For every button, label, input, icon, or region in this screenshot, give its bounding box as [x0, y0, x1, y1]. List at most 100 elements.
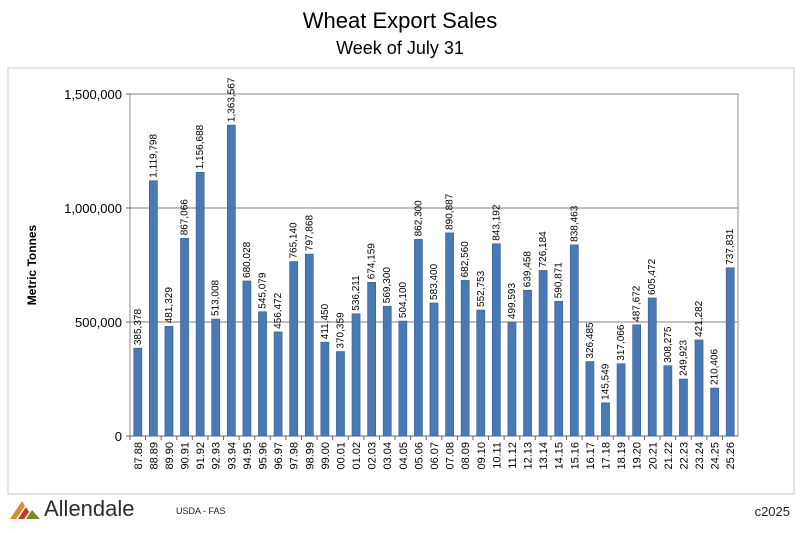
data-label: 385,378 — [133, 309, 144, 346]
x-tick-label: 89.90 — [164, 442, 176, 470]
x-tick-label: 99.00 — [320, 442, 332, 470]
data-label: 1,119,798 — [148, 134, 159, 178]
x-tick-label: 19.20 — [632, 442, 644, 470]
data-label: 456,472 — [273, 292, 284, 329]
x-tick-label: 14.15 — [554, 442, 566, 470]
logo-text: Allendale — [44, 496, 135, 521]
y-tick-label: 1,500,000 — [64, 87, 122, 102]
data-label: 481,329 — [164, 287, 175, 324]
chart-panel — [7, 67, 795, 495]
bar — [632, 324, 642, 437]
x-tick-label: 88.89 — [148, 442, 160, 470]
bar — [663, 365, 673, 437]
x-tick-label: 98.99 — [304, 442, 316, 470]
bar — [211, 318, 221, 437]
data-label: 569,300 — [382, 267, 393, 304]
data-label: 210,406 — [710, 348, 721, 385]
bar — [476, 309, 486, 437]
bar — [679, 378, 688, 437]
data-label: 862,300 — [413, 200, 424, 237]
x-tick-label: 10.11 — [491, 442, 503, 469]
data-label: 317,066 — [616, 324, 627, 361]
data-label: 890,887 — [445, 193, 456, 230]
bar — [180, 238, 189, 437]
x-tick-label: 87.88 — [133, 442, 145, 470]
data-label: 308,275 — [663, 326, 674, 363]
x-tick-label: 22.23 — [678, 442, 690, 470]
bar — [149, 180, 158, 437]
x-tick-label: 05.06 — [413, 442, 425, 470]
data-label: 552,753 — [476, 270, 487, 307]
data-label: 674,159 — [367, 243, 378, 280]
x-tick-label: 02.03 — [367, 442, 379, 470]
x-tick-label: 94.95 — [242, 442, 254, 470]
y-tick-label: 500,000 — [75, 315, 122, 330]
x-tick-label: 03.04 — [382, 442, 394, 470]
data-label: 737,831 — [725, 228, 736, 265]
bar — [585, 361, 595, 437]
data-label: 797,868 — [304, 215, 315, 252]
x-tick-label: 11.12 — [507, 442, 519, 469]
data-label: 545,079 — [258, 272, 269, 309]
x-tick-label: 09.10 — [476, 442, 488, 470]
source-note: USDA - FAS — [176, 506, 226, 516]
x-tick-label: 20.21 — [647, 442, 659, 470]
y-tick-label: 1,000,000 — [64, 201, 122, 216]
data-label: 590,871 — [554, 262, 565, 299]
bar — [492, 243, 501, 437]
bar — [195, 171, 205, 437]
bar — [616, 363, 626, 437]
data-label: 1,363,567 — [226, 77, 237, 122]
x-tick-label: 96.97 — [273, 442, 285, 470]
data-label: 639,458 — [523, 251, 534, 288]
bar — [242, 280, 252, 437]
allendale-logo-icon — [10, 501, 40, 519]
data-label: 680,028 — [242, 241, 253, 278]
copyright-note: c2025 — [754, 504, 790, 519]
bar — [258, 311, 267, 437]
x-tick-label: 16.17 — [585, 442, 597, 470]
data-label: 605,472 — [647, 258, 658, 295]
bar — [460, 280, 470, 437]
bar — [710, 387, 719, 437]
y-tick-label: 0 — [115, 429, 122, 444]
data-label: 487,672 — [632, 285, 643, 322]
x-tick-label: 93.94 — [226, 442, 238, 470]
x-tick-label: 15.16 — [569, 442, 581, 470]
data-label: 249,923 — [678, 339, 689, 376]
bar — [554, 300, 564, 437]
bar — [694, 339, 704, 437]
allendale-logo: Allendale — [8, 496, 135, 522]
bar — [414, 239, 423, 437]
chart-subtitle: Week of July 31 — [336, 38, 464, 58]
bar — [601, 402, 610, 437]
data-label: 370,359 — [335, 312, 346, 349]
x-tick-label: 97.98 — [289, 442, 301, 470]
data-label: 536,211 — [351, 275, 362, 311]
bar — [382, 305, 392, 437]
x-tick-label: 06.07 — [429, 442, 441, 470]
x-tick-label: 23.24 — [694, 442, 706, 470]
bar — [289, 261, 299, 437]
bar — [320, 341, 330, 437]
x-tick-label: 21.22 — [663, 442, 675, 470]
bar — [226, 124, 236, 437]
x-tick-label: 00.01 — [335, 442, 347, 470]
x-tick-label: 08.09 — [460, 442, 472, 470]
x-tick-label: 17.18 — [600, 442, 612, 470]
bar — [523, 289, 532, 437]
bar — [351, 313, 361, 437]
data-label: 682,560 — [460, 241, 471, 278]
bar — [569, 244, 579, 437]
x-tick-label: 25.26 — [725, 442, 737, 470]
bar — [445, 232, 454, 437]
bar — [367, 281, 376, 437]
x-tick-label: 24.25 — [710, 442, 722, 470]
chart-title: Wheat Export Sales — [302, 8, 498, 33]
data-label: 421,282 — [694, 300, 705, 337]
x-tick-label: 90.91 — [180, 442, 192, 470]
data-label: 326,485 — [585, 322, 596, 359]
bar — [273, 331, 283, 437]
